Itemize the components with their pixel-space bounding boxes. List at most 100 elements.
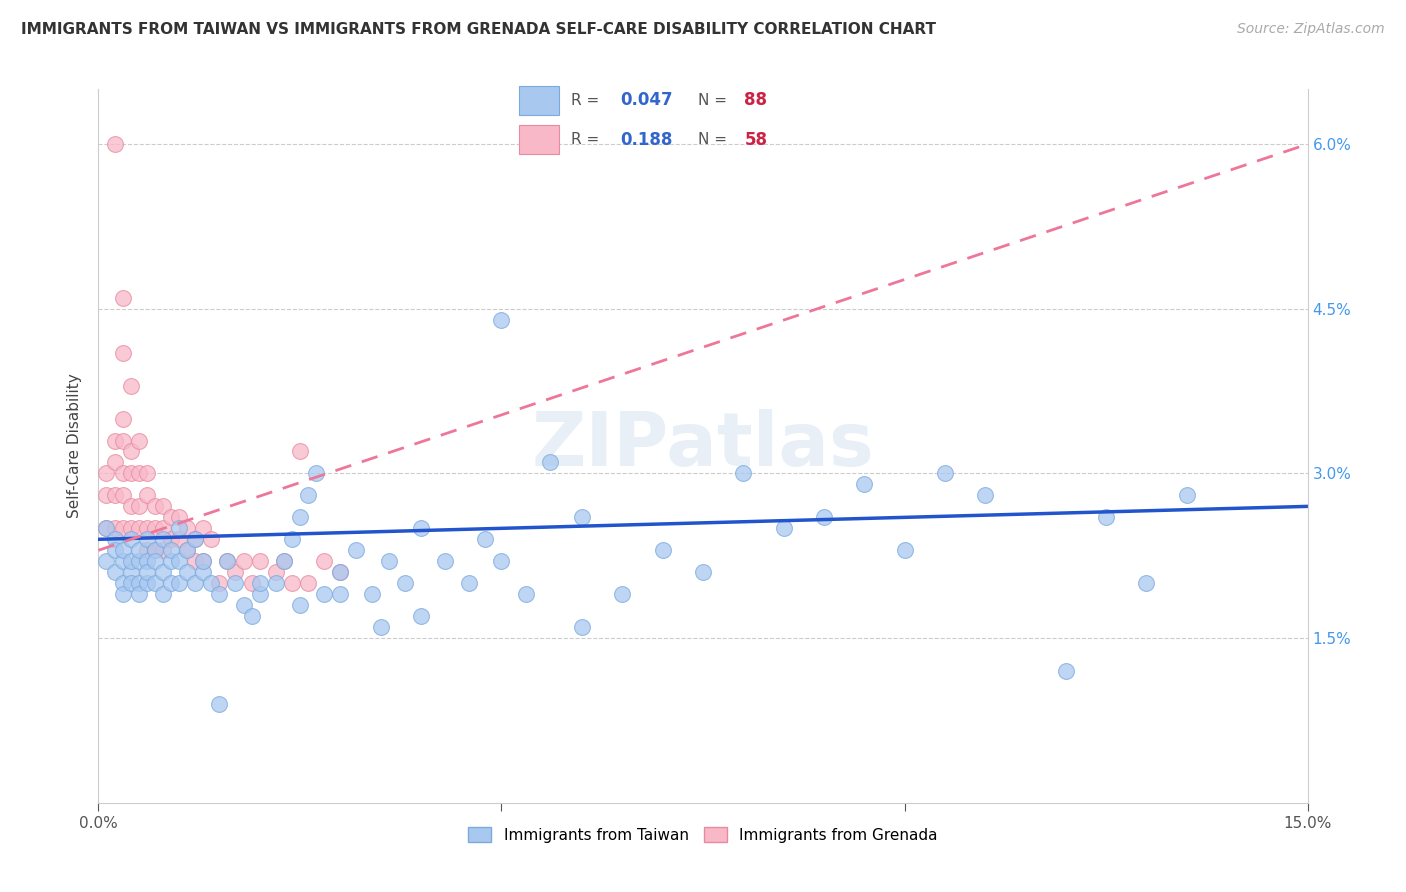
- Point: [143, 543, 166, 558]
- Point: [232, 598, 254, 612]
- Point: [184, 576, 207, 591]
- Point: [193, 554, 215, 568]
- Point: [128, 467, 150, 481]
- Point: [128, 587, 150, 601]
- Point: [120, 554, 142, 568]
- Point: [167, 521, 190, 535]
- Point: [176, 566, 198, 580]
- Point: [152, 533, 174, 547]
- Point: [288, 598, 311, 612]
- Point: [184, 533, 207, 547]
- Point: [200, 576, 222, 591]
- Point: [344, 543, 367, 558]
- Point: [103, 488, 125, 502]
- Point: [120, 378, 142, 392]
- Point: [612, 587, 634, 601]
- Point: [273, 554, 295, 568]
- Point: [103, 455, 125, 469]
- Point: [160, 554, 183, 568]
- Point: [409, 609, 432, 624]
- Text: R =: R =: [571, 93, 605, 108]
- Point: [297, 576, 319, 591]
- Point: [893, 543, 915, 558]
- Point: [361, 587, 384, 601]
- Point: [273, 554, 295, 568]
- Point: [103, 543, 125, 558]
- Point: [232, 554, 254, 568]
- Point: [853, 477, 876, 491]
- Point: [538, 455, 561, 469]
- Point: [491, 312, 513, 326]
- Point: [96, 521, 118, 535]
- Point: [434, 554, 457, 568]
- Text: 58: 58: [744, 130, 768, 149]
- Point: [571, 620, 593, 634]
- Point: [217, 554, 239, 568]
- Point: [394, 576, 416, 591]
- FancyBboxPatch shape: [519, 86, 558, 115]
- Point: [103, 434, 125, 448]
- Point: [111, 345, 134, 359]
- Point: [152, 566, 174, 580]
- Point: [128, 543, 150, 558]
- Text: 88: 88: [744, 91, 768, 110]
- Point: [120, 521, 142, 535]
- Point: [288, 510, 311, 524]
- Point: [264, 576, 287, 591]
- Point: [128, 576, 150, 591]
- Point: [974, 488, 997, 502]
- Point: [128, 500, 150, 514]
- Point: [208, 587, 231, 601]
- Point: [264, 566, 287, 580]
- Point: [281, 576, 304, 591]
- Point: [1095, 510, 1118, 524]
- Point: [160, 576, 183, 591]
- Point: [143, 543, 166, 558]
- Point: [692, 566, 714, 580]
- Point: [167, 576, 190, 591]
- Point: [297, 488, 319, 502]
- Point: [249, 554, 271, 568]
- Point: [135, 521, 157, 535]
- Text: 0.188: 0.188: [620, 130, 673, 149]
- Point: [184, 554, 207, 568]
- Point: [176, 543, 198, 558]
- Point: [176, 543, 198, 558]
- Point: [491, 554, 513, 568]
- Point: [120, 500, 142, 514]
- Point: [515, 587, 537, 601]
- Legend: Immigrants from Taiwan, Immigrants from Grenada: Immigrants from Taiwan, Immigrants from …: [463, 821, 943, 848]
- Point: [135, 467, 157, 481]
- Point: [143, 500, 166, 514]
- Point: [305, 467, 328, 481]
- Point: [217, 554, 239, 568]
- Point: [152, 587, 174, 601]
- Point: [120, 566, 142, 580]
- Point: [111, 291, 134, 305]
- Point: [143, 521, 166, 535]
- Point: [96, 521, 118, 535]
- Point: [1175, 488, 1198, 502]
- Point: [120, 533, 142, 547]
- Point: [224, 576, 246, 591]
- Text: Source: ZipAtlas.com: Source: ZipAtlas.com: [1237, 22, 1385, 37]
- Point: [135, 543, 157, 558]
- Point: [240, 576, 263, 591]
- Point: [240, 609, 263, 624]
- Point: [329, 566, 352, 580]
- Point: [1135, 576, 1157, 591]
- Point: [176, 521, 198, 535]
- Point: [103, 533, 125, 547]
- Point: [152, 543, 174, 558]
- Point: [193, 521, 215, 535]
- Y-axis label: Self-Care Disability: Self-Care Disability: [67, 374, 83, 518]
- Point: [135, 488, 157, 502]
- Point: [160, 543, 183, 558]
- Point: [813, 510, 835, 524]
- Point: [152, 500, 174, 514]
- Point: [208, 697, 231, 711]
- Point: [314, 587, 336, 601]
- Point: [314, 554, 336, 568]
- Point: [111, 467, 134, 481]
- Point: [474, 533, 496, 547]
